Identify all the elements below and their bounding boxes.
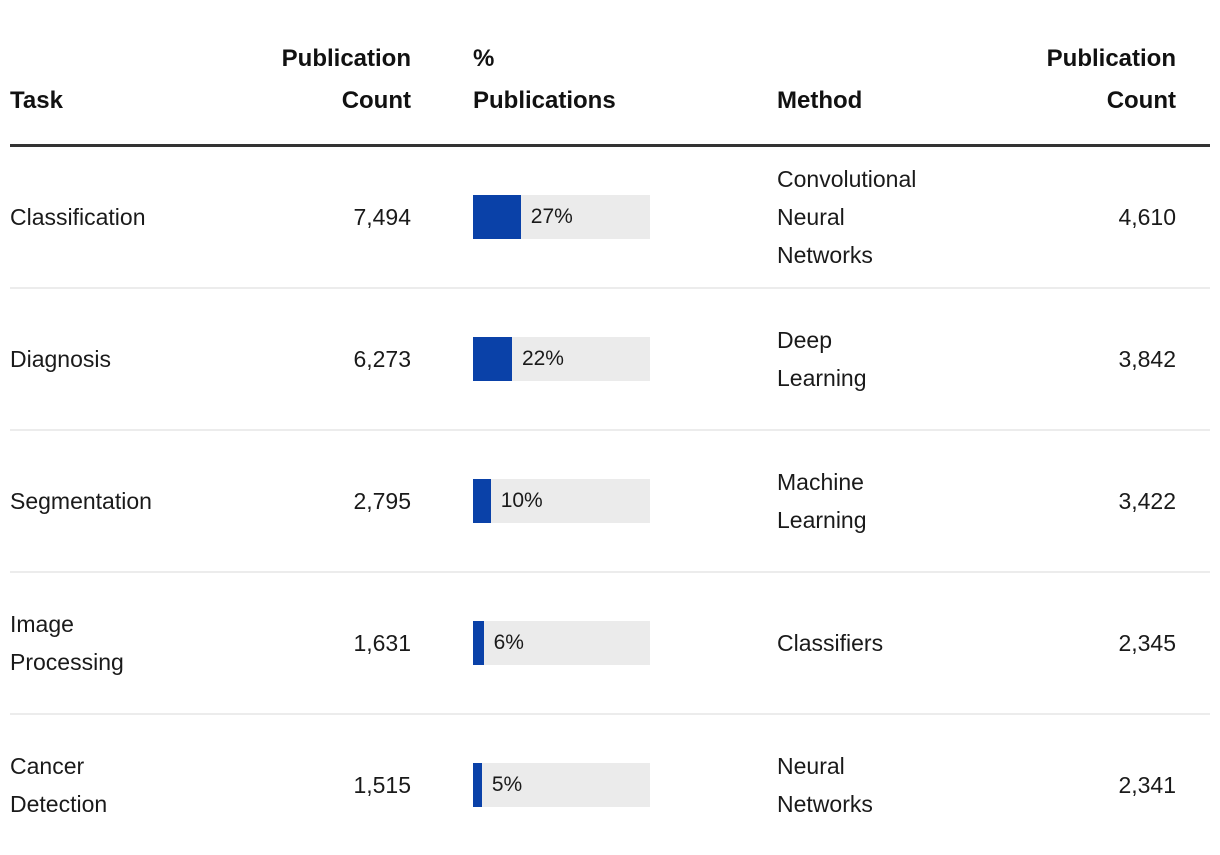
- percent-label: 5%: [491, 773, 523, 796]
- percent-bar-track: 5%: [473, 763, 650, 807]
- table-row: Cancer Detection 1,515 5% Neural Network…: [10, 715, 1210, 855]
- percent-bar-fill: [473, 337, 512, 381]
- percent-bar-track: 22%: [473, 337, 650, 381]
- publication-count-cell: 1,515: [353, 772, 411, 798]
- method-cell: Neural Networks: [777, 753, 873, 817]
- column-header-percent-publications: % Publications: [473, 45, 616, 114]
- percent-label: 6%: [493, 631, 524, 654]
- table-row: Segmentation 2,795 10% Machine Learning …: [10, 431, 1210, 573]
- method-count-cell: 3,422: [1118, 488, 1176, 514]
- publications-table: Task Publication Count % Publications Me…: [10, 0, 1210, 855]
- percent-label: 10%: [500, 489, 543, 512]
- percent-bar-fill: [473, 479, 491, 523]
- percent-bar-fill: [473, 763, 482, 807]
- percent-bar-track: 10%: [473, 479, 650, 523]
- publication-count-cell: 2,795: [353, 488, 411, 514]
- percent-bar-cell: 5%: [473, 725, 650, 845]
- column-header-method: Method: [777, 87, 863, 114]
- percent-label: 22%: [521, 347, 564, 370]
- method-count-cell: 2,345: [1118, 630, 1176, 656]
- task-cell: Cancer Detection: [10, 753, 108, 817]
- percent-bar-cell: 22%: [473, 299, 650, 419]
- table-body: Classification 7,494 27% Convolutional N…: [10, 147, 1210, 855]
- percent-bar-track: 27%: [473, 195, 650, 239]
- method-cell: Convolutional Neural Networks: [777, 166, 917, 268]
- publication-count-cell: 7,494: [353, 204, 411, 230]
- method-count-cell: 2,341: [1118, 772, 1176, 798]
- method-cell: Machine Learning: [777, 469, 867, 533]
- method-cell: Classifiers: [777, 630, 884, 656]
- task-cell: Segmentation: [10, 488, 152, 514]
- task-cell: Diagnosis: [10, 346, 111, 372]
- publication-count-cell: 1,631: [353, 630, 411, 656]
- percent-bar-fill: [473, 621, 484, 665]
- table-header-row: Task Publication Count % Publications Me…: [10, 0, 1210, 147]
- publication-count-cell: 6,273: [353, 346, 411, 372]
- column-header-task: Task: [10, 87, 63, 114]
- percent-label: 27%: [530, 205, 573, 228]
- percent-bar-fill: [473, 195, 521, 239]
- table-row: Classification 7,494 27% Convolutional N…: [10, 147, 1210, 289]
- method-count-cell: 3,842: [1118, 346, 1176, 372]
- task-cell: Classification: [10, 204, 146, 230]
- table-row: Diagnosis 6,273 22% Deep Learning 3,842: [10, 289, 1210, 431]
- percent-bar-track: 6%: [473, 621, 650, 665]
- column-header-publication-count-right: Publication Count: [1046, 45, 1176, 114]
- method-count-cell: 4,610: [1118, 204, 1176, 230]
- percent-bar-cell: 10%: [473, 441, 650, 561]
- table-row: Image Processing 1,631 6% Classifiers 2,…: [10, 573, 1210, 715]
- percent-bar-cell: 27%: [473, 157, 650, 277]
- task-cell: Image Processing: [10, 611, 124, 675]
- column-header-publication-count-left: Publication Count: [281, 45, 411, 114]
- method-cell: Deep Learning: [777, 327, 867, 391]
- percent-bar-cell: 6%: [473, 583, 650, 703]
